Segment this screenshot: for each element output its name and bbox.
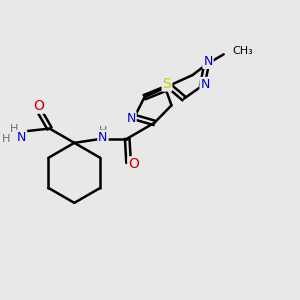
Text: N: N [17, 130, 26, 144]
Text: H: H [99, 126, 107, 136]
Text: H: H [2, 134, 10, 144]
Text: S: S [163, 76, 171, 91]
Text: N: N [200, 78, 210, 91]
Text: N: N [203, 55, 213, 68]
Text: H: H [10, 124, 19, 134]
Text: N: N [98, 130, 108, 144]
Text: O: O [33, 99, 44, 113]
Text: N: N [126, 112, 136, 125]
Text: O: O [128, 157, 139, 171]
Text: CH₃: CH₃ [233, 46, 254, 56]
